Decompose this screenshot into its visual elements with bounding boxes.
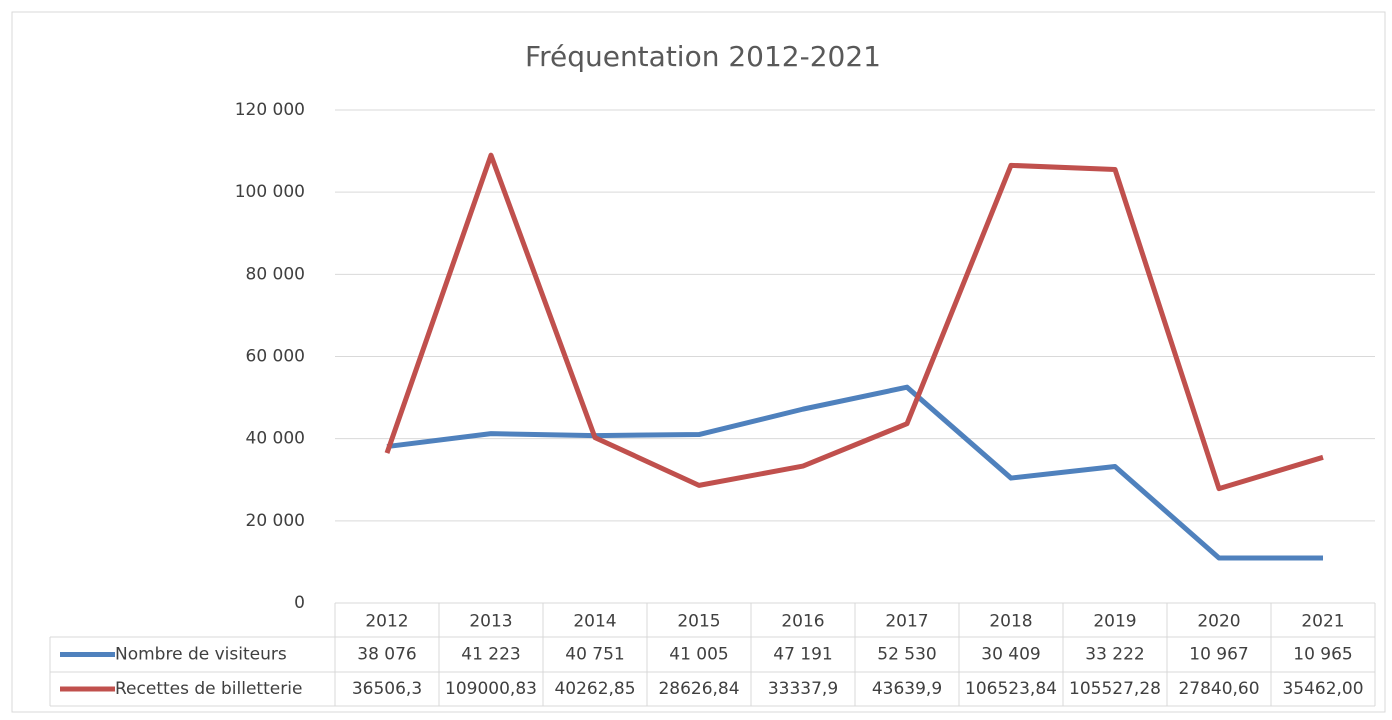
data-label: 36506,3 <box>352 679 422 699</box>
data-label: 10 967 <box>1189 645 1248 665</box>
data-label: 27840,60 <box>1178 679 1259 699</box>
data-label: 30 409 <box>981 645 1040 665</box>
data-label: 33 222 <box>1085 645 1144 665</box>
data-label: 47 191 <box>773 645 832 665</box>
y-tick-label: 60 000 <box>246 347 305 367</box>
chart-title: Fréquentation 2012-2021 <box>525 40 881 73</box>
data-label: 10 965 <box>1293 645 1352 665</box>
data-label: 40 751 <box>565 645 624 665</box>
x-tick-label: 2018 <box>989 612 1032 632</box>
y-tick-label: 100 000 <box>235 182 305 202</box>
data-label: 41 005 <box>669 645 728 665</box>
legend-label: Recettes de billetterie <box>115 679 302 699</box>
series-line <box>384 152 1324 492</box>
data-label: 28626,84 <box>658 679 739 699</box>
x-tick-label: 2013 <box>469 612 512 632</box>
series-line <box>386 384 1324 561</box>
x-tick-label: 2015 <box>677 612 720 632</box>
data-label: 109000,83 <box>445 679 537 699</box>
legend-label: Nombre de visiteurs <box>115 645 287 665</box>
data-label: 43639,9 <box>872 679 942 699</box>
data-label: 33337,9 <box>768 679 838 699</box>
data-label: 106523,84 <box>965 679 1057 699</box>
x-tick-label: 2020 <box>1197 612 1240 632</box>
data-label: 41 223 <box>461 645 520 665</box>
y-tick-label: 80 000 <box>246 264 305 284</box>
x-tick-label: 2016 <box>781 612 824 632</box>
x-tick-label: 2021 <box>1301 612 1344 632</box>
x-tick-label: 2017 <box>885 612 928 632</box>
data-label: 35462,00 <box>1282 679 1363 699</box>
y-tick-label: 0 <box>294 593 305 613</box>
data-label: 40262,85 <box>554 679 635 699</box>
y-tick-label: 120 000 <box>235 100 305 120</box>
data-label: 105527,28 <box>1069 679 1161 699</box>
chart-border <box>11 11 1386 713</box>
data-label: 38 076 <box>357 645 416 665</box>
data-label: 52 530 <box>877 645 936 665</box>
y-tick-label: 20 000 <box>246 511 305 531</box>
x-tick-label: 2012 <box>365 612 408 632</box>
x-tick-label: 2014 <box>573 612 616 632</box>
x-tick-label: 2019 <box>1093 612 1136 632</box>
y-tick-label: 40 000 <box>246 429 305 449</box>
